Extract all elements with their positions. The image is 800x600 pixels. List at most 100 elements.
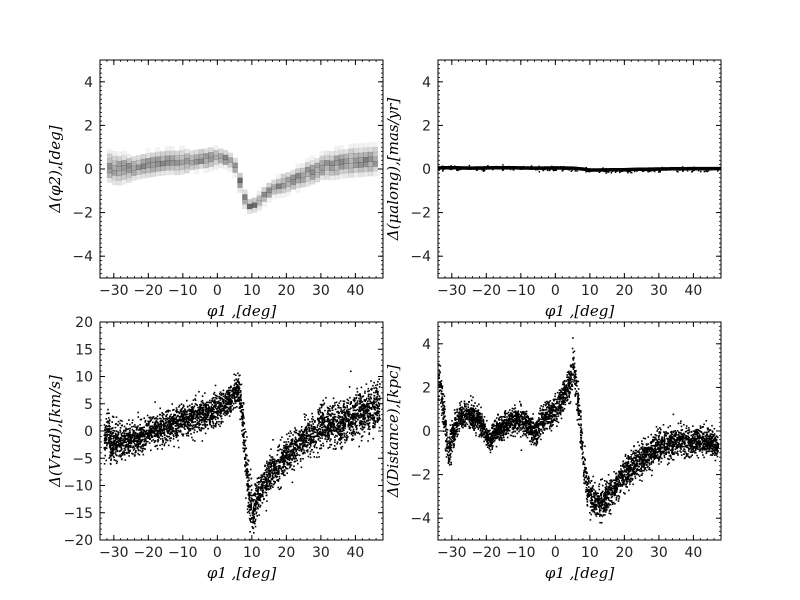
data-point: [368, 405, 371, 408]
data-point: [253, 516, 255, 519]
data-point: [287, 457, 289, 460]
data-point: [138, 437, 141, 439]
data-point: [354, 421, 357, 423]
data-point: [334, 448, 337, 450]
density-bin: [247, 203, 253, 210]
data-point: [360, 401, 362, 404]
data-point: [171, 432, 173, 435]
data-point: [213, 391, 216, 394]
data-point: [244, 453, 247, 456]
data-point: [135, 450, 137, 452]
data-point: [204, 403, 207, 405]
data-point: [110, 438, 113, 440]
data-point: [469, 168, 472, 170]
density-bin: [179, 159, 185, 166]
density-bin: [333, 145, 340, 152]
data-point: [247, 494, 250, 496]
data-point: [598, 169, 600, 171]
data-point: [154, 430, 156, 432]
density-bin: [179, 150, 185, 156]
data-point: [159, 430, 162, 433]
data-point: [329, 415, 332, 417]
data-point: [189, 413, 191, 415]
data-point: [517, 167, 519, 170]
data-point: [354, 433, 356, 436]
density-bin: [184, 153, 190, 159]
data-point: [350, 433, 353, 436]
data-point: [345, 439, 348, 441]
data-point: [203, 416, 205, 419]
data-point: [285, 452, 287, 454]
data-point: [229, 410, 231, 413]
data-point: [244, 447, 247, 449]
data-point: [125, 427, 127, 430]
data-point: [177, 411, 179, 413]
data-point: [327, 430, 330, 432]
data-point: [142, 453, 145, 456]
data-point: [352, 429, 355, 432]
data-point: [177, 446, 180, 449]
data-point: [341, 436, 343, 439]
data-point: [352, 407, 354, 409]
data-point: [243, 417, 245, 419]
data-point: [328, 433, 330, 436]
data-point: [484, 166, 487, 169]
data-point: [320, 424, 322, 426]
data-point: [219, 399, 222, 401]
data-point: [375, 404, 378, 406]
data-point: [588, 170, 591, 173]
data-point: [337, 404, 339, 406]
data-point: [187, 416, 190, 419]
data-point: [249, 521, 252, 523]
data-point: [253, 513, 255, 515]
data-point: [143, 439, 146, 441]
data-point: [219, 425, 221, 428]
data-point: [352, 399, 355, 401]
data-point: [648, 170, 651, 172]
data-point: [137, 429, 140, 431]
data-point: [372, 400, 375, 402]
data-point: [239, 403, 242, 405]
data-point: [328, 408, 331, 410]
data-point: [305, 430, 307, 432]
data-point: [312, 432, 315, 435]
density-bin: [184, 158, 190, 164]
data-point: [114, 440, 116, 442]
data-point: [193, 413, 195, 415]
data-point: [201, 417, 204, 419]
density-bin: [333, 165, 340, 171]
data-point: [359, 409, 361, 411]
data-point: [319, 447, 322, 450]
data-point: [242, 433, 245, 436]
data-point: [300, 438, 302, 440]
data-point: [286, 450, 289, 452]
density-bin: [232, 162, 238, 168]
data-point: [211, 408, 214, 410]
data-point: [200, 415, 202, 418]
data-point: [353, 398, 356, 401]
data-point: [128, 429, 131, 432]
data-point: [336, 435, 338, 437]
data-point: [131, 426, 133, 428]
data-point: [301, 442, 304, 444]
data-point: [261, 486, 264, 488]
data-point: [641, 170, 644, 173]
data-point: [457, 169, 459, 172]
data-point: [441, 165, 443, 168]
density-bin: [242, 194, 248, 200]
data-point: [177, 426, 180, 429]
data-point: [119, 431, 122, 433]
data-point: [142, 445, 144, 448]
data-point: [574, 170, 577, 172]
data-point: [357, 416, 360, 418]
density-bin: [314, 167, 320, 173]
data-point: [111, 443, 114, 445]
density-bin: [106, 172, 113, 179]
data-point: [240, 393, 242, 396]
data-point: [240, 398, 242, 400]
data-point: [184, 422, 186, 424]
data-point: [290, 461, 292, 464]
data-point: [117, 424, 119, 427]
data-point: [312, 441, 314, 444]
data-point: [241, 409, 243, 411]
